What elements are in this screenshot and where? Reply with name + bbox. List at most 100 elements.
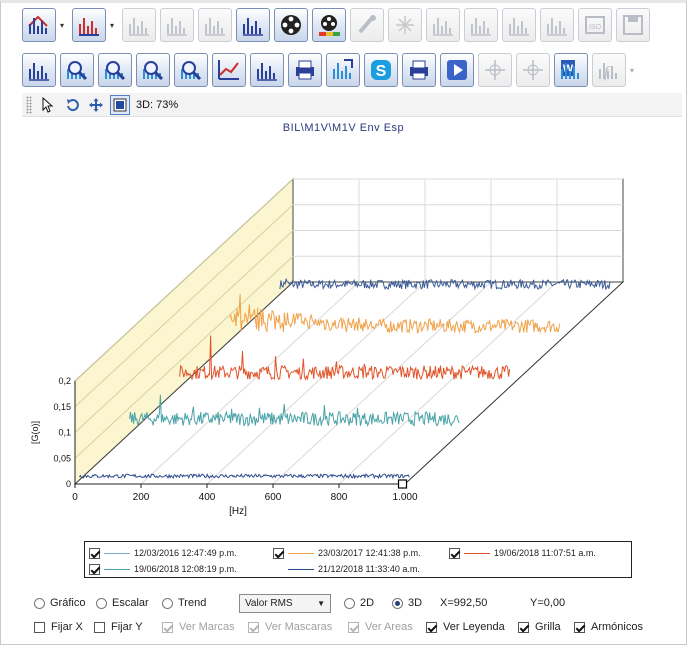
radio-dot[interactable] <box>96 597 107 609</box>
rotate-icon[interactable] <box>62 95 82 115</box>
iso-icon: ISO <box>585 16 605 34</box>
spectrum-arrow-button[interactable] <box>160 8 194 42</box>
checkbox[interactable] <box>348 621 359 633</box>
save-spectrum-button[interactable] <box>616 8 650 42</box>
select-value: Valor RMS <box>245 598 293 609</box>
export-spectrum-button[interactable] <box>326 53 360 87</box>
radio-dot[interactable] <box>162 597 173 609</box>
x-tick-label: 1.000 <box>392 492 417 503</box>
zoom-min-icon <box>143 61 164 81</box>
check-grilla[interactable]: Grilla <box>518 621 561 633</box>
word-export-button[interactable]: W <box>554 53 588 87</box>
zoom-min-button[interactable] <box>136 53 170 87</box>
check-ver-areas[interactable]: Ver Areas <box>348 621 413 633</box>
checkbox[interactable] <box>162 621 173 633</box>
3d-view-icon[interactable] <box>110 94 130 115</box>
legend-item[interactable]: 19/06/2018 11:07:51 a.m. <box>449 546 596 560</box>
zoom-fit-button[interactable] <box>98 53 132 87</box>
check-label: Ver Leyenda <box>443 621 505 633</box>
radio-dot[interactable] <box>344 597 355 609</box>
svg-text:S: S <box>376 63 387 80</box>
zoom-icon <box>67 61 88 81</box>
legend-item[interactable]: 12/03/2016 12:47:49 p.m. <box>89 546 237 560</box>
legend-item[interactable]: 21/12/2018 11:33:40 a.m. <box>273 562 420 576</box>
formula-button[interactable]: f <box>592 53 626 87</box>
color-reel-icon <box>319 15 340 36</box>
radio-dot[interactable] <box>392 597 403 609</box>
legend-checkbox[interactable] <box>449 547 460 559</box>
checkbox[interactable] <box>34 621 45 633</box>
checkbox[interactable] <box>518 621 529 633</box>
checkbox[interactable] <box>574 621 585 633</box>
check-fijar-y[interactable]: Fijar Y <box>94 621 143 633</box>
zoom-button[interactable] <box>60 53 94 87</box>
trend-chart-button[interactable] <box>212 53 246 87</box>
crosshair-button[interactable] <box>478 53 512 87</box>
skype-button[interactable]: S <box>364 53 398 87</box>
check-fijar-x[interactable]: Fijar X <box>34 621 83 633</box>
chevron-down-icon[interactable]: ▾ <box>109 20 114 30</box>
zoom-reset-button[interactable] <box>174 53 208 87</box>
chevron-down-icon[interactable]: ▾ <box>59 20 64 30</box>
legend: 12/03/2016 12:47:49 p.m. 23/03/2017 12:4… <box>84 541 632 578</box>
checkbox[interactable] <box>248 621 259 633</box>
checkbox[interactable] <box>426 621 437 633</box>
sparkle-button[interactable] <box>388 8 422 42</box>
crosshair-icon <box>485 60 505 80</box>
check-ver-marcas[interactable]: Ver Marcas <box>162 621 235 633</box>
waterfall-spectrum-button[interactable] <box>72 8 106 42</box>
series-trace <box>179 335 511 381</box>
legend-item[interactable]: 23/03/2017 12:41:38 p.m. <box>273 546 421 560</box>
radio-3d[interactable]: 3D <box>392 597 422 609</box>
legend-checkbox[interactable] <box>273 547 284 559</box>
radio-dot[interactable] <box>34 597 45 609</box>
iso-button[interactable]: ISO <box>578 8 612 42</box>
spectrum-cursor-button[interactable] <box>426 8 460 42</box>
radio-escalar[interactable]: Escalar <box>96 597 149 609</box>
check-ver-leyenda[interactable]: Ver Leyenda <box>426 621 505 633</box>
toolbar-grip[interactable] <box>26 95 32 114</box>
reel-button[interactable] <box>274 8 308 42</box>
brush-button[interactable] <box>350 8 384 42</box>
radio-label: Escalar <box>112 597 149 609</box>
x-readout: X=992,50 <box>440 597 488 609</box>
legend-line <box>288 568 314 570</box>
check-ver-mascaras[interactable]: Ver Mascaras <box>248 621 332 633</box>
legend-item[interactable]: 19/06/2018 12:08:19 p.m. <box>89 562 237 576</box>
radio-label: 3D <box>408 597 423 609</box>
spectrum-box-button[interactable] <box>464 8 498 42</box>
spectrum-up-button[interactable] <box>540 8 574 42</box>
spectrum-peaks-button[interactable] <box>250 53 284 87</box>
pointer-icon[interactable] <box>38 95 58 115</box>
legend-checkbox[interactable] <box>89 547 100 559</box>
zoom-level: 3D: 73% <box>136 98 179 111</box>
radio-grafico[interactable]: Gráfico <box>34 597 85 609</box>
view-controls: Gráfico Escalar Trend Valor RMS ▼ 2D 3D … <box>34 594 674 614</box>
pan-icon[interactable] <box>86 95 106 115</box>
print-spectrum-button[interactable] <box>288 53 322 87</box>
chevron-down-icon[interactable]: ▾ <box>629 65 634 75</box>
value-type-select[interactable]: Valor RMS ▼ <box>239 594 331 613</box>
check-label: Ver Marcas <box>179 621 235 633</box>
print-button[interactable] <box>402 53 436 87</box>
crosshair-dual-button[interactable] <box>516 53 550 87</box>
radio-2d[interactable]: 2D <box>344 597 374 609</box>
cursor-spectrum-button[interactable] <box>22 53 56 87</box>
color-reel-button[interactable] <box>312 8 346 42</box>
x-tick-label: 600 <box>265 492 282 503</box>
checkbox[interactable] <box>94 621 105 633</box>
check-armonicos[interactable]: Armónicos <box>574 621 643 633</box>
radio-trend[interactable]: Trend <box>162 597 206 609</box>
spectrum-color-button[interactable] <box>236 8 270 42</box>
y-tick-label: 0,1 <box>58 428 71 438</box>
play-button[interactable] <box>440 53 474 87</box>
legend-checkbox[interactable] <box>89 563 100 575</box>
y-tick-label: 0,2 <box>58 376 71 386</box>
spectrum-compare-button[interactable] <box>198 8 232 42</box>
spectrum-stack-button[interactable] <box>502 8 536 42</box>
series-trace <box>229 294 561 335</box>
bars-button[interactable] <box>122 8 156 42</box>
house-spectrum-button[interactable] <box>22 8 56 42</box>
x-tick-label: 400 <box>199 492 216 503</box>
